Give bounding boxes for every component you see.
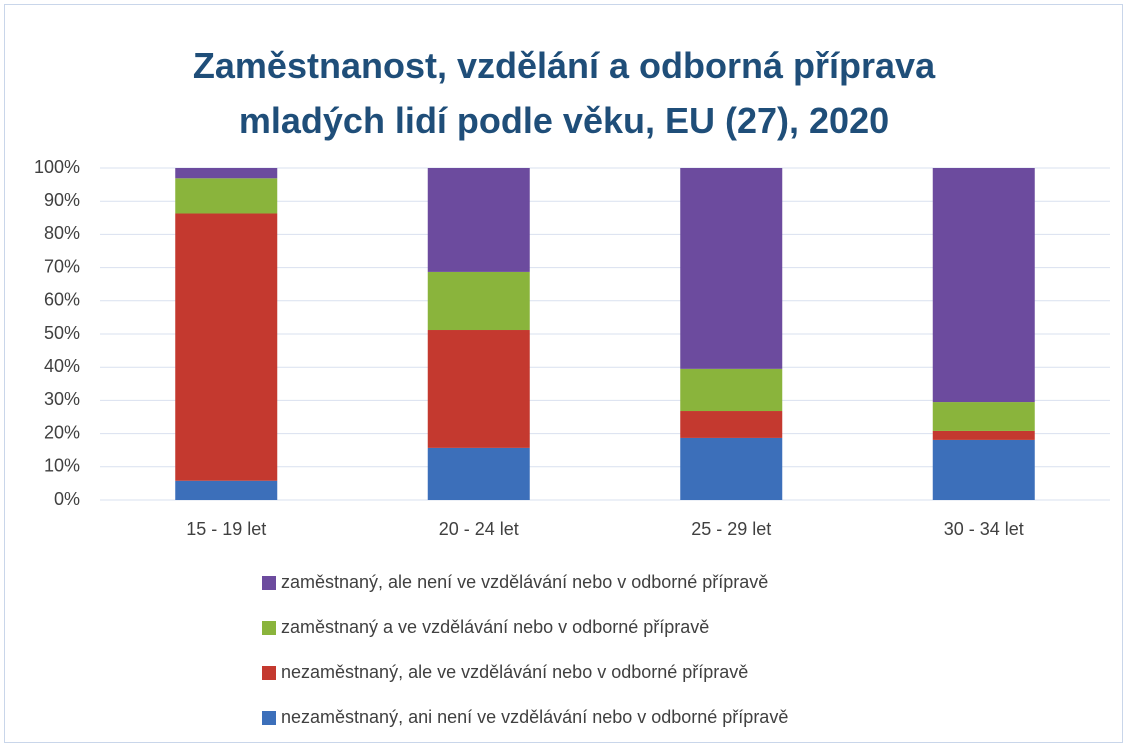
bar-segment	[680, 411, 783, 438]
y-tick-label: 60%	[44, 290, 80, 310]
y-tick-label: 100%	[34, 157, 80, 177]
y-tick-label: 20%	[44, 422, 80, 442]
bar-segment	[680, 368, 783, 412]
chart-frame	[4, 4, 1123, 743]
legend-swatch	[262, 621, 276, 635]
bar-segment	[680, 168, 783, 369]
legend-swatch	[262, 576, 276, 590]
bar-segment	[680, 437, 783, 500]
y-tick-label: 0%	[54, 489, 80, 509]
bar-segment	[932, 439, 1035, 500]
bar-segment	[175, 213, 278, 481]
legend-swatch	[262, 666, 276, 680]
legend-label: zaměstnaný, ale není ve vzdělávání nebo …	[281, 572, 768, 592]
bar-segment	[427, 168, 530, 272]
y-tick-label: 40%	[44, 356, 80, 376]
y-tick-label: 70%	[44, 256, 80, 276]
y-tick-label: 30%	[44, 389, 80, 409]
bar-segment	[427, 330, 530, 448]
y-tick-label: 10%	[44, 456, 80, 476]
bar-segment	[427, 271, 530, 331]
x-tick-label: 20 - 24 let	[439, 519, 519, 539]
legend-label: zaměstnaný a ve vzdělávání nebo v odborn…	[281, 617, 709, 637]
bar-segment	[175, 178, 278, 214]
bar-segment	[175, 168, 278, 179]
chart-title: Zaměstnanost, vzdělání a odborná příprav…	[192, 45, 936, 141]
bar-segment	[932, 430, 1035, 440]
y-tick-label: 80%	[44, 223, 80, 243]
x-tick-label: 30 - 34 let	[944, 519, 1024, 539]
y-tick-label: 50%	[44, 323, 80, 343]
bar-segment	[427, 447, 530, 500]
legend-swatch	[262, 711, 276, 725]
bar-segment	[932, 402, 1035, 431]
bar-segment	[932, 168, 1035, 403]
bar-segment	[175, 480, 278, 500]
legend-label: nezaměstnaný, ale ve vzdělávání nebo v o…	[281, 662, 748, 682]
y-tick-label: 90%	[44, 190, 80, 210]
x-tick-label: 15 - 19 let	[186, 519, 266, 539]
legend-label: nezaměstnaný, ani není ve vzdělávání neb…	[281, 707, 788, 727]
x-tick-label: 25 - 29 let	[691, 519, 771, 539]
